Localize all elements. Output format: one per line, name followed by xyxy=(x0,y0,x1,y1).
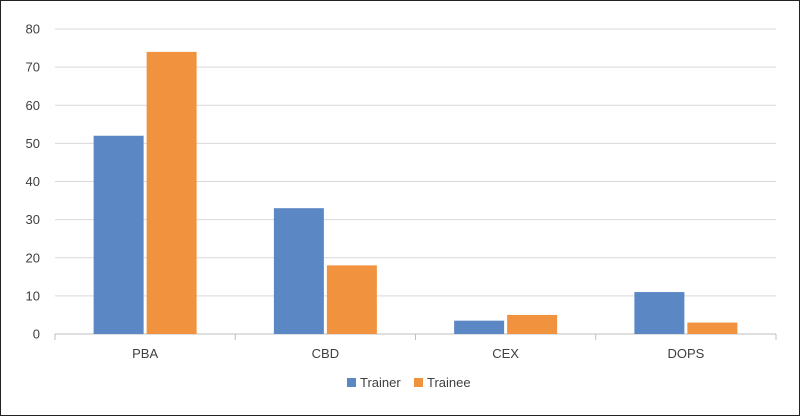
y-tick-label: 10 xyxy=(26,288,40,303)
y-tick-label: 80 xyxy=(26,22,40,37)
legend-swatch-trainee xyxy=(414,378,423,387)
bars xyxy=(93,51,738,334)
bar-trainer-cex xyxy=(454,320,505,334)
y-tick-label: 30 xyxy=(26,212,40,227)
x-category-label: CBD xyxy=(312,346,339,361)
bar-trainer-dops xyxy=(634,292,685,334)
y-tick-label: 40 xyxy=(26,174,40,189)
legend-label-trainer: Trainer xyxy=(360,375,401,390)
bar-trainee-dops xyxy=(687,322,738,334)
bar-trainee-cex xyxy=(507,314,558,334)
y-tick-label: 20 xyxy=(26,250,40,265)
bar-trainee-cbd xyxy=(326,265,377,334)
x-category-label: DOPS xyxy=(667,346,704,361)
bar-trainer-cbd xyxy=(273,208,324,334)
y-tick-label: 70 xyxy=(26,60,40,75)
y-tick-label: 50 xyxy=(26,136,40,151)
y-tick-label: 0 xyxy=(33,327,40,342)
legend-label-trainee: Trainee xyxy=(427,375,471,390)
bar-trainee-pba xyxy=(146,51,197,334)
x-category-label: CEX xyxy=(492,346,519,361)
x-category-label: PBA xyxy=(132,346,158,361)
y-axis-ticks: 0 10 20 30 40 50 60 70 80 xyxy=(26,22,40,342)
y-tick-label: 60 xyxy=(26,98,40,113)
legend-swatch-trainer xyxy=(347,378,356,387)
bar-trainer-pba xyxy=(93,135,144,334)
legend: Trainer Trainee xyxy=(347,375,471,390)
x-axis-categories: PBA CBD CEX DOPS xyxy=(132,346,705,361)
